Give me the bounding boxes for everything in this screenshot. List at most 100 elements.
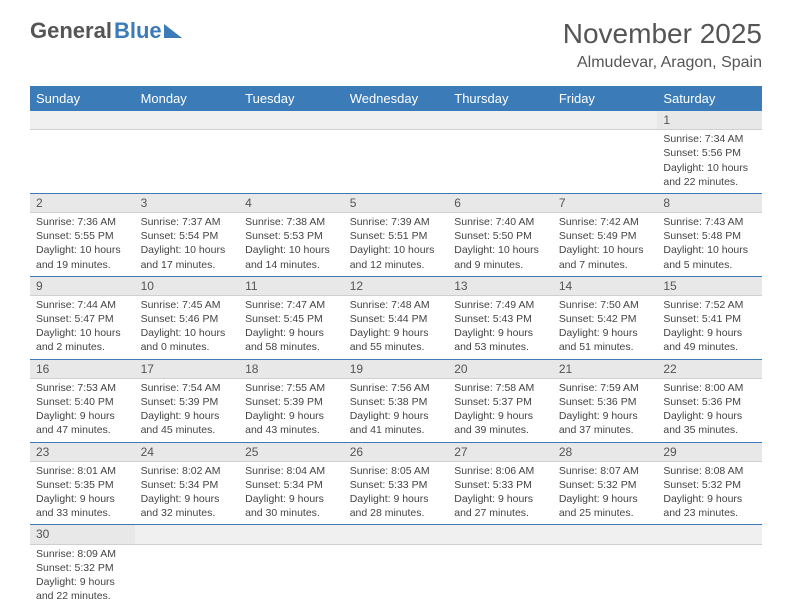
- day-number: 7: [553, 194, 658, 213]
- sunset-text: Sunset: 5:49 PM: [559, 229, 652, 243]
- day-number: 24: [135, 443, 240, 462]
- calendar-day-cell: 29Sunrise: 8:08 AMSunset: 5:32 PMDayligh…: [657, 442, 762, 525]
- day-details: Sunrise: 7:43 AMSunset: 5:48 PMDaylight:…: [657, 213, 762, 276]
- sunrise-text: Sunrise: 7:44 AM: [36, 298, 129, 312]
- calendar-day-cell: [448, 525, 553, 607]
- weekday-header: Thursday: [448, 86, 553, 111]
- calendar-day-cell: 2Sunrise: 7:36 AMSunset: 5:55 PMDaylight…: [30, 193, 135, 276]
- day-number: [135, 525, 240, 544]
- day-details: Sunrise: 7:53 AMSunset: 5:40 PMDaylight:…: [30, 379, 135, 442]
- calendar-day-cell: 17Sunrise: 7:54 AMSunset: 5:39 PMDayligh…: [135, 359, 240, 442]
- calendar-day-cell: [657, 525, 762, 607]
- calendar-day-cell: [553, 525, 658, 607]
- day-number: [344, 111, 449, 130]
- day-number: [239, 525, 344, 544]
- sunset-text: Sunset: 5:36 PM: [559, 395, 652, 409]
- calendar-day-cell: 20Sunrise: 7:58 AMSunset: 5:37 PMDayligh…: [448, 359, 553, 442]
- sunset-text: Sunset: 5:53 PM: [245, 229, 338, 243]
- day-number: 27: [448, 443, 553, 462]
- daylight-text: Daylight: 9 hours and 25 minutes.: [559, 492, 652, 520]
- sunset-text: Sunset: 5:32 PM: [36, 561, 129, 575]
- sunset-text: Sunset: 5:32 PM: [663, 478, 756, 492]
- header: GeneralBlue November 2025 Almudevar, Ara…: [0, 0, 792, 80]
- calendar-day-cell: 1Sunrise: 7:34 AMSunset: 5:56 PMDaylight…: [657, 111, 762, 193]
- sunset-text: Sunset: 5:51 PM: [350, 229, 443, 243]
- day-number: [344, 525, 449, 544]
- day-number: 26: [344, 443, 449, 462]
- calendar-day-cell: [30, 111, 135, 193]
- calendar-day-cell: 18Sunrise: 7:55 AMSunset: 5:39 PMDayligh…: [239, 359, 344, 442]
- calendar-day-cell: 30Sunrise: 8:09 AMSunset: 5:32 PMDayligh…: [30, 525, 135, 607]
- daylight-text: Daylight: 9 hours and 55 minutes.: [350, 326, 443, 354]
- sunrise-text: Sunrise: 7:55 AM: [245, 381, 338, 395]
- weekday-header: Tuesday: [239, 86, 344, 111]
- daylight-text: Daylight: 9 hours and 22 minutes.: [36, 575, 129, 603]
- sunset-text: Sunset: 5:33 PM: [454, 478, 547, 492]
- day-number: 8: [657, 194, 762, 213]
- calendar-day-cell: [344, 525, 449, 607]
- daylight-text: Daylight: 9 hours and 30 minutes.: [245, 492, 338, 520]
- day-details: Sunrise: 7:34 AMSunset: 5:56 PMDaylight:…: [657, 130, 762, 193]
- daylight-text: Daylight: 9 hours and 28 minutes.: [350, 492, 443, 520]
- daylight-text: Daylight: 9 hours and 27 minutes.: [454, 492, 547, 520]
- sunrise-text: Sunrise: 8:04 AM: [245, 464, 338, 478]
- daylight-text: Daylight: 9 hours and 51 minutes.: [559, 326, 652, 354]
- sunrise-text: Sunrise: 8:08 AM: [663, 464, 756, 478]
- sunrise-text: Sunrise: 7:54 AM: [141, 381, 234, 395]
- sunrise-text: Sunrise: 7:52 AM: [663, 298, 756, 312]
- daylight-text: Daylight: 9 hours and 43 minutes.: [245, 409, 338, 437]
- sunset-text: Sunset: 5:38 PM: [350, 395, 443, 409]
- day-number: 12: [344, 277, 449, 296]
- daylight-text: Daylight: 10 hours and 0 minutes.: [141, 326, 234, 354]
- day-details: Sunrise: 7:45 AMSunset: 5:46 PMDaylight:…: [135, 296, 240, 359]
- daylight-text: Daylight: 9 hours and 53 minutes.: [454, 326, 547, 354]
- calendar-table: Sunday Monday Tuesday Wednesday Thursday…: [30, 86, 762, 607]
- day-details: Sunrise: 7:58 AMSunset: 5:37 PMDaylight:…: [448, 379, 553, 442]
- sunrise-text: Sunrise: 7:50 AM: [559, 298, 652, 312]
- brand-part2: Blue: [114, 18, 162, 44]
- calendar-day-cell: [344, 111, 449, 193]
- calendar-day-cell: 10Sunrise: 7:45 AMSunset: 5:46 PMDayligh…: [135, 276, 240, 359]
- sunrise-text: Sunrise: 7:43 AM: [663, 215, 756, 229]
- sunset-text: Sunset: 5:35 PM: [36, 478, 129, 492]
- sunset-text: Sunset: 5:54 PM: [141, 229, 234, 243]
- calendar-day-cell: 23Sunrise: 8:01 AMSunset: 5:35 PMDayligh…: [30, 442, 135, 525]
- sunset-text: Sunset: 5:41 PM: [663, 312, 756, 326]
- day-details: Sunrise: 7:56 AMSunset: 5:38 PMDaylight:…: [344, 379, 449, 442]
- day-details: Sunrise: 7:50 AMSunset: 5:42 PMDaylight:…: [553, 296, 658, 359]
- day-details: Sunrise: 7:47 AMSunset: 5:45 PMDaylight:…: [239, 296, 344, 359]
- calendar-day-cell: 27Sunrise: 8:06 AMSunset: 5:33 PMDayligh…: [448, 442, 553, 525]
- day-details: Sunrise: 7:37 AMSunset: 5:54 PMDaylight:…: [135, 213, 240, 276]
- calendar-day-cell: 8Sunrise: 7:43 AMSunset: 5:48 PMDaylight…: [657, 193, 762, 276]
- weekday-header: Sunday: [30, 86, 135, 111]
- day-number: 11: [239, 277, 344, 296]
- day-number: 19: [344, 360, 449, 379]
- calendar-day-cell: [135, 111, 240, 193]
- day-number: 20: [448, 360, 553, 379]
- day-number: [239, 111, 344, 130]
- calendar-week-row: 23Sunrise: 8:01 AMSunset: 5:35 PMDayligh…: [30, 442, 762, 525]
- calendar-day-cell: 15Sunrise: 7:52 AMSunset: 5:41 PMDayligh…: [657, 276, 762, 359]
- calendar-day-cell: 6Sunrise: 7:40 AMSunset: 5:50 PMDaylight…: [448, 193, 553, 276]
- daylight-text: Daylight: 10 hours and 17 minutes.: [141, 243, 234, 271]
- daylight-text: Daylight: 9 hours and 37 minutes.: [559, 409, 652, 437]
- day-number: 30: [30, 525, 135, 544]
- calendar-day-cell: 9Sunrise: 7:44 AMSunset: 5:47 PMDaylight…: [30, 276, 135, 359]
- day-number: 3: [135, 194, 240, 213]
- day-details: Sunrise: 8:04 AMSunset: 5:34 PMDaylight:…: [239, 462, 344, 525]
- day-details: Sunrise: 7:40 AMSunset: 5:50 PMDaylight:…: [448, 213, 553, 276]
- sunrise-text: Sunrise: 7:59 AM: [559, 381, 652, 395]
- day-details: Sunrise: 7:54 AMSunset: 5:39 PMDaylight:…: [135, 379, 240, 442]
- calendar-day-cell: 3Sunrise: 7:37 AMSunset: 5:54 PMDaylight…: [135, 193, 240, 276]
- page-title: November 2025: [563, 18, 762, 50]
- sunset-text: Sunset: 5:46 PM: [141, 312, 234, 326]
- daylight-text: Daylight: 9 hours and 41 minutes.: [350, 409, 443, 437]
- sunrise-text: Sunrise: 8:00 AM: [663, 381, 756, 395]
- sunset-text: Sunset: 5:36 PM: [663, 395, 756, 409]
- daylight-text: Daylight: 9 hours and 39 minutes.: [454, 409, 547, 437]
- calendar-day-cell: 4Sunrise: 7:38 AMSunset: 5:53 PMDaylight…: [239, 193, 344, 276]
- brand-part1: General: [30, 18, 112, 44]
- day-details: Sunrise: 8:07 AMSunset: 5:32 PMDaylight:…: [553, 462, 658, 525]
- daylight-text: Daylight: 10 hours and 19 minutes.: [36, 243, 129, 271]
- day-number: 13: [448, 277, 553, 296]
